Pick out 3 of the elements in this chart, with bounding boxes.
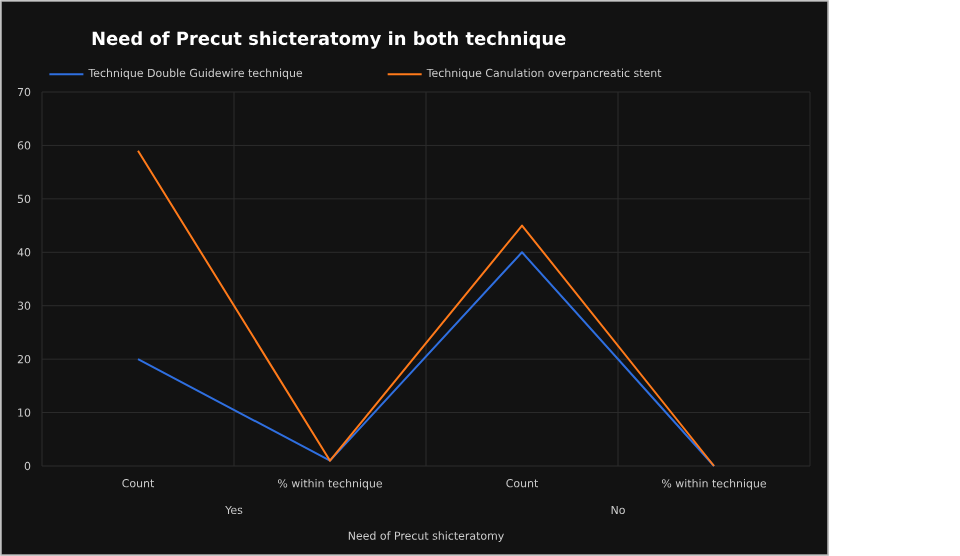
chart-title: Need of Precut shicteratomy in both technique	[92, 31, 566, 49]
line-series	[137, 251, 716, 467]
line-series	[137, 149, 716, 467]
